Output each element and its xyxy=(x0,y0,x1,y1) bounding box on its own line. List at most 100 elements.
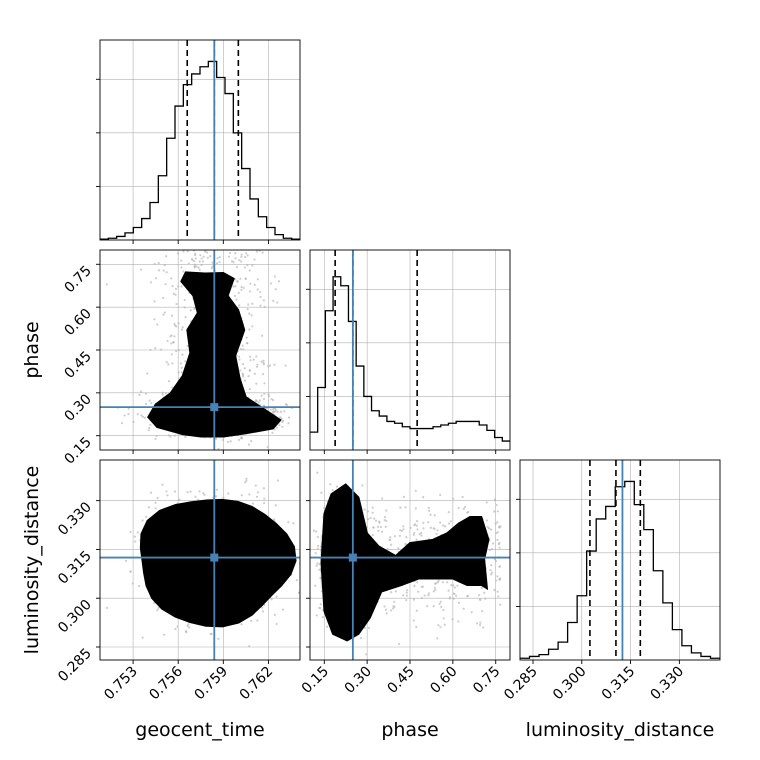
scatter-point xyxy=(314,552,317,555)
scatter-point xyxy=(141,519,144,522)
scatter-point xyxy=(164,392,168,395)
scatter-point xyxy=(172,292,175,295)
scatter-point xyxy=(200,257,203,260)
scatter-point xyxy=(287,416,291,419)
scatter-point xyxy=(180,366,183,369)
scatter-point xyxy=(489,569,492,572)
scatter-point xyxy=(470,611,473,614)
scatter-point xyxy=(389,536,392,539)
scatter-point xyxy=(149,491,153,494)
scatter-point xyxy=(488,548,491,552)
scatter-point xyxy=(295,579,298,582)
scatter-point xyxy=(374,519,378,522)
scatter-point xyxy=(392,607,395,610)
scatter-point xyxy=(150,402,153,405)
scatter-point xyxy=(255,400,258,403)
scatter-point xyxy=(206,251,209,254)
scatter-point xyxy=(105,283,108,286)
histogram-panel-frame xyxy=(519,459,721,661)
scatter-point xyxy=(443,525,447,528)
scatter-point xyxy=(240,288,243,291)
scatter-point xyxy=(273,363,276,366)
scatter-point xyxy=(498,577,502,580)
scatter-point xyxy=(279,410,283,413)
scatter-point xyxy=(461,495,464,499)
scatter-point xyxy=(195,265,198,268)
scatter-point xyxy=(181,326,184,329)
scatter-point xyxy=(214,437,218,440)
histogram-step xyxy=(310,276,510,442)
scatter-point xyxy=(251,264,254,267)
scatter-point xyxy=(181,353,184,356)
scatter-point xyxy=(267,365,270,368)
scatter-point xyxy=(240,253,243,256)
scatter-point xyxy=(247,303,250,306)
scatter-point xyxy=(405,599,408,602)
scatter-point xyxy=(479,621,482,624)
scatter-point xyxy=(198,268,201,271)
scatter-point xyxy=(495,532,498,535)
scatter-point xyxy=(371,511,374,514)
scatter-point xyxy=(171,362,174,365)
scatter-point xyxy=(440,605,443,608)
scatter-point xyxy=(165,490,168,493)
scatter-point xyxy=(141,636,144,639)
scatter-point xyxy=(188,626,191,629)
scatter-point xyxy=(276,479,280,482)
contour-line xyxy=(320,483,490,642)
scatter-point xyxy=(269,282,273,285)
y-tick-label: 0.45 xyxy=(61,349,94,382)
scatter-point xyxy=(483,591,486,594)
scatter-point xyxy=(439,626,442,629)
scatter-point xyxy=(253,283,256,286)
scatter-point xyxy=(315,614,318,617)
scatter-point xyxy=(429,513,432,516)
scatter-point xyxy=(217,637,220,640)
scatter-point xyxy=(453,586,457,589)
scatter-point xyxy=(201,260,205,263)
scatter-point xyxy=(177,322,180,325)
scatter-point xyxy=(154,347,157,350)
scatter-point xyxy=(273,518,276,521)
x-axis-label-phase: phase xyxy=(381,719,438,741)
y-axis-label-luminosity-distance: luminosity_distance xyxy=(21,466,43,655)
scatter-point xyxy=(241,362,245,366)
scatter-point xyxy=(415,625,418,628)
scatter-point xyxy=(497,543,501,546)
scatter-point xyxy=(149,281,153,284)
scatter-point xyxy=(457,506,460,510)
truth-marker xyxy=(210,403,219,412)
density-layer xyxy=(105,250,293,450)
scatter-point xyxy=(320,491,323,494)
scatter-point xyxy=(210,267,213,270)
scatter-point xyxy=(323,506,326,510)
scatter-point xyxy=(153,262,156,266)
scatter-point xyxy=(273,275,276,278)
scatter-point xyxy=(490,564,493,567)
scatter-point xyxy=(202,492,205,495)
scatter-point xyxy=(173,324,177,327)
scatter-point xyxy=(248,645,251,648)
scatter-point xyxy=(404,506,407,509)
scatter-point xyxy=(272,410,276,413)
scatter-point xyxy=(487,527,491,530)
scatter-point xyxy=(269,408,272,411)
scatter-point xyxy=(237,438,241,441)
scatter-point xyxy=(232,285,235,288)
scatter-point xyxy=(156,323,159,326)
scatter-point xyxy=(381,530,384,533)
scatter-point xyxy=(389,543,393,546)
scatter-point xyxy=(490,528,493,531)
y-tick-label: 0.330 xyxy=(55,499,95,539)
scatter-point xyxy=(242,375,245,378)
scatter-point xyxy=(241,373,244,376)
scatter-point xyxy=(256,278,259,281)
scatter-point xyxy=(218,256,221,259)
scatter-point xyxy=(433,586,437,589)
x-tick-label: 0.300 xyxy=(550,664,590,704)
scatter-point xyxy=(163,264,166,267)
scatter-point xyxy=(203,493,206,496)
scatter-point xyxy=(256,363,259,366)
scatter-point xyxy=(496,538,499,542)
scatter-point xyxy=(496,521,499,524)
